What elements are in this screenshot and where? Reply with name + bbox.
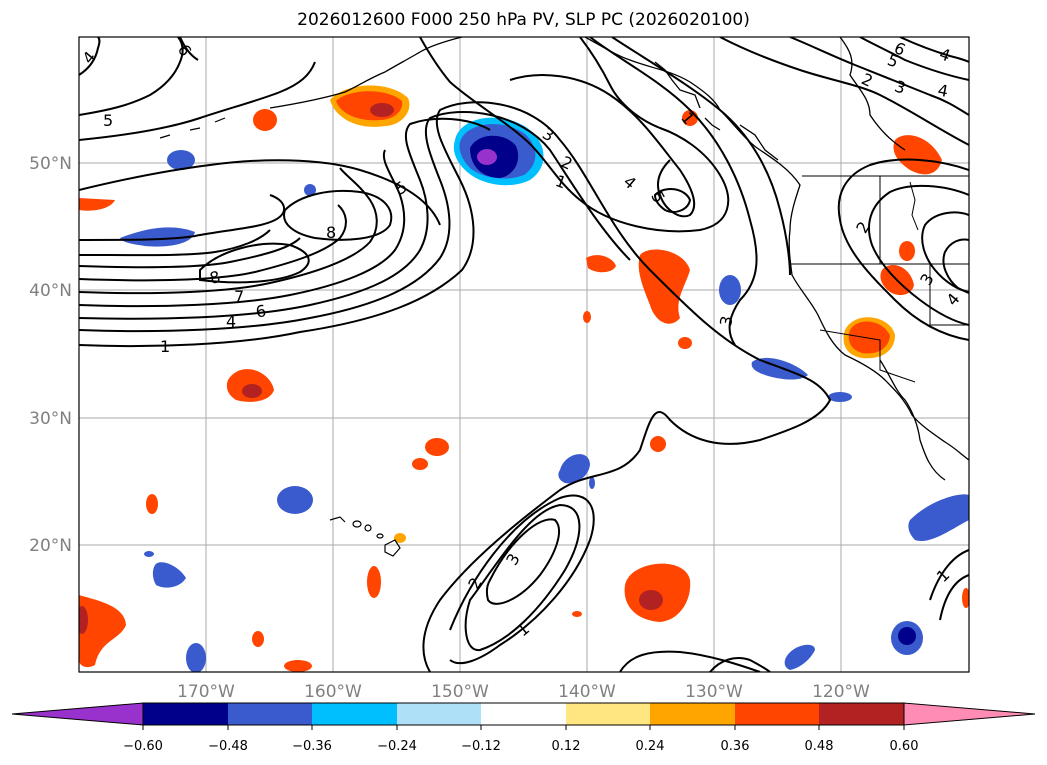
colorbar-extend-low (11, 702, 144, 726)
pv-blob (425, 438, 449, 456)
pv-blob (784, 644, 815, 670)
pv-blob (828, 392, 852, 402)
pv-blob (304, 184, 316, 196)
pv-blob (394, 533, 406, 543)
colorbar-segment (819, 703, 904, 725)
pv-blob (253, 109, 277, 131)
colorbar-segment (397, 703, 481, 725)
pv-blob (962, 588, 969, 608)
pv-blob (678, 337, 692, 349)
latitude-labels: 50°N 40°N 30°N 20°N (29, 154, 72, 556)
contour-label: 5 (103, 111, 113, 130)
colorbar-tick-label: −0.48 (208, 739, 248, 754)
colorbar-segment (650, 703, 735, 725)
contour-label: 1 (160, 337, 170, 356)
contour-label: 6 (254, 301, 267, 321)
colorbar-tick-label: 0.48 (805, 739, 834, 754)
pv-blob (412, 458, 428, 470)
lon-label: 130°W (685, 682, 743, 702)
pv-blob (370, 103, 394, 117)
pv-blob (558, 454, 590, 484)
pv-blob (898, 627, 916, 645)
pv-blob (639, 590, 663, 610)
islands (159, 117, 401, 557)
colorbar: −0.60 −0.48 −0.36 −0.24 −0.12 0.12 0.24 … (11, 702, 1036, 754)
colorbar-segment (228, 703, 312, 725)
colorbar-tick-label: 0.60 (890, 739, 919, 754)
lon-label: 140°W (558, 682, 616, 702)
colorbar-tick-label: 0.12 (552, 739, 581, 754)
pv-blob (152, 562, 186, 588)
colorbar-segment (143, 703, 228, 725)
pv-blob (899, 241, 915, 261)
colorbar-tick-label: −0.12 (461, 739, 501, 754)
pv-blob (144, 551, 154, 557)
colorbar-tick-label: −0.36 (292, 739, 332, 754)
contour-label: 4 (936, 80, 949, 100)
lat-label: 50°N (29, 154, 72, 174)
pv-blob (572, 611, 582, 617)
pv-blob (79, 198, 115, 211)
pv-blob (477, 149, 497, 165)
pv-blob (252, 631, 264, 647)
colorbar-segment (312, 703, 397, 725)
coastline (269, 37, 969, 481)
contour-label: 4 (226, 312, 236, 331)
pv-blob (120, 227, 195, 247)
map-frame (78, 36, 970, 673)
pv-blob (908, 494, 969, 541)
pv-blob (638, 249, 690, 324)
lat-label: 30°N (29, 409, 72, 429)
lat-label: 20°N (29, 536, 72, 556)
pv-blob (719, 275, 741, 305)
pv-blob (284, 660, 312, 672)
political-borders (790, 175, 969, 383)
colorbar-tick-label: −0.60 (123, 739, 163, 754)
colorbar-tick-label: −0.24 (377, 739, 417, 754)
pv-blob (79, 606, 88, 634)
pv-blob (893, 135, 942, 175)
colorbar-extend-high (903, 702, 1036, 726)
lon-label: 150°W (431, 682, 489, 702)
pv-blob (79, 595, 126, 668)
pv-blob (583, 311, 591, 323)
pv-blob (367, 566, 381, 598)
pv-blob (167, 150, 195, 170)
colorbar-segment (566, 703, 650, 725)
longitude-labels: 170°W 160°W 150°W 140°W 130°W 120°W (177, 682, 870, 702)
colorbar-tick-label: 0.36 (721, 739, 750, 754)
lat-label: 40°N (29, 281, 72, 301)
pv-positive-anomalies (79, 85, 969, 672)
lon-label: 170°W (177, 682, 235, 702)
colorbar-segment (481, 703, 566, 725)
lon-label: 160°W (304, 682, 362, 702)
colorbar-tick-label: 0.24 (636, 739, 665, 754)
pv-blob (277, 486, 313, 514)
pv-blob (586, 255, 616, 273)
contour-label: 3 (716, 314, 736, 327)
pv-negative-anomalies (120, 117, 969, 672)
pv-blob (242, 384, 262, 398)
pv-blob (146, 494, 158, 514)
lon-label: 120°W (812, 682, 870, 702)
map-title: 2026012600 F000 250 hPa PV, SLP PC (2026… (297, 10, 750, 30)
pv-blob (186, 643, 206, 672)
slp-contours (79, 37, 969, 672)
pv-blob (650, 436, 666, 452)
colorbar-segment (735, 703, 819, 725)
pv-blob (589, 477, 595, 489)
contour-label: 7 (234, 287, 244, 306)
contour-label: 8 (208, 267, 223, 288)
pv-blob (751, 357, 808, 380)
contour-label: 8 (326, 223, 336, 242)
